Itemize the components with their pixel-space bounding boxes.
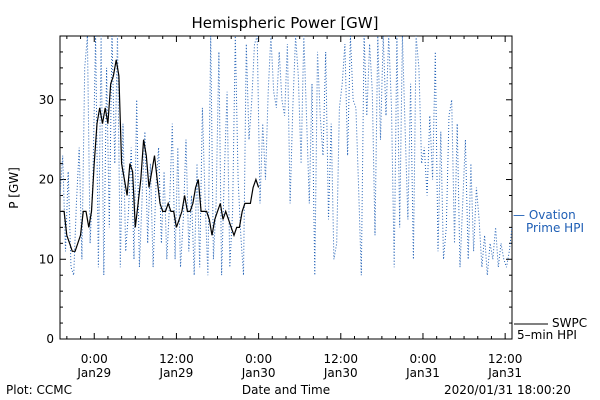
x-tick-label-date: Jan30 [323,366,358,380]
x-tick-label-date: Jan30 [241,366,276,380]
y-axis-label: P [GW] [7,167,21,209]
x-axis-label: Date and Time [242,383,330,397]
ovation-series-line [60,36,512,276]
x-tick-label-time: 0:00 [81,352,108,366]
x-tick-label-time: 12:00 [323,352,358,366]
x-axis: 0:00Jan2912:00Jan290:00Jan3012:00Jan300:… [66,36,523,380]
x-tick-label-date: Jan29 [159,366,194,380]
x-tick-label-time: 12:00 [159,352,194,366]
y-axis: 0 10 20 30 [39,35,512,346]
footer-right: 2020/01/31 18:00:20 [444,383,571,397]
legend-swpc-line2: 5–min HPI [517,328,577,342]
y-tick-label: 30 [39,93,54,107]
x-tick-label-time: 0:00 [245,352,272,366]
chart-title: Hemispheric Power [GW] [192,14,379,32]
legend-ovation-line1: — Ovation [513,208,576,222]
y-tick-label: 0 [46,332,54,346]
x-tick-label-date: Jan31 [405,366,440,380]
x-tick-label-time: 0:00 [409,352,436,366]
x-tick-label-date: Jan31 [487,366,522,380]
series-layer [60,36,512,276]
y-tick-label: 20 [39,173,54,187]
legend-swpc-line1: SWPC [552,316,587,330]
y-tick-label: 10 [39,252,54,266]
footer-left: Plot: CCMC [6,383,72,397]
x-tick-label-time: 12:00 [488,352,523,366]
swpc-series-line [61,59,260,252]
x-tick-label-date: Jan29 [76,366,111,380]
legend-ovation-line2: Prime HPI [526,221,584,235]
